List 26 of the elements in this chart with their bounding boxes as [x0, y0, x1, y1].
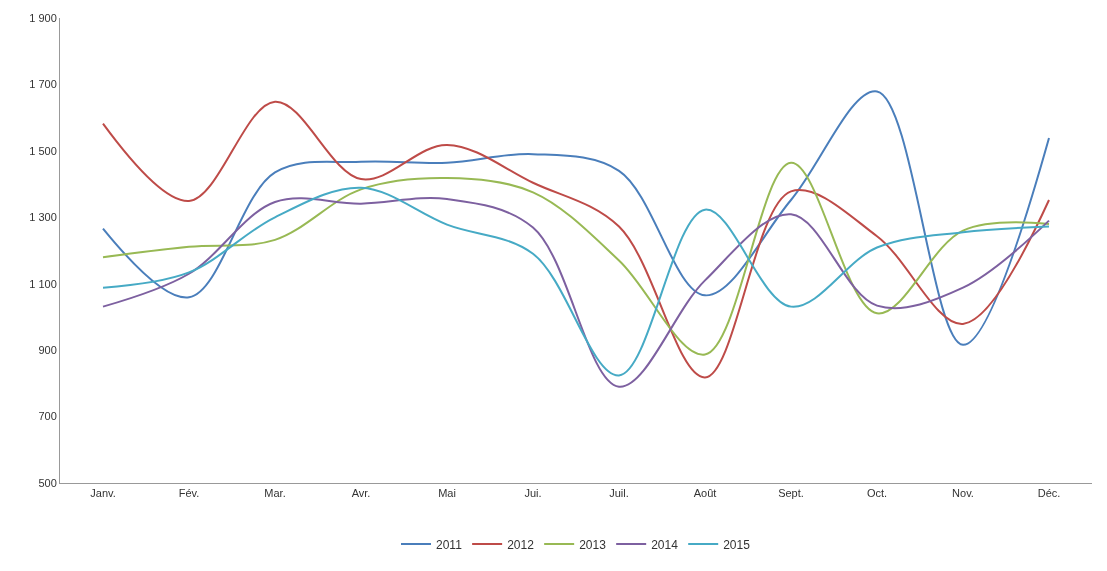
x-tick-label: Avr. — [351, 487, 371, 500]
x-tick-label: Nov. — [952, 487, 974, 500]
y-tick-label: 1 500 — [29, 144, 57, 157]
legend-label: 2011 — [436, 537, 463, 552]
legend-label: 2012 — [507, 537, 535, 552]
y-tick-label: 1 700 — [29, 78, 57, 91]
x-tick-label: Janv. — [90, 487, 116, 500]
x-tick-label: Jui. — [524, 487, 542, 500]
x-tick-label: Oct. — [866, 487, 888, 500]
legend-label: 2014 — [651, 537, 679, 552]
y-tick-label: 700 — [38, 410, 57, 423]
y-tick-label: 500 — [38, 476, 57, 489]
legend-label: 2013 — [579, 537, 607, 552]
line-series — [102, 161, 1050, 356]
x-tick-label: Déc. — [1037, 487, 1061, 500]
x-tick-label: Sept. — [778, 487, 804, 500]
x-tick-label: Mai — [438, 487, 456, 500]
y-tick-label: 1 100 — [29, 277, 57, 290]
x-tick-label: Fév. — [178, 487, 200, 500]
x-tick-label: Juil. — [609, 487, 629, 500]
y-tick-label: 900 — [38, 343, 57, 356]
y-tick-label: 1 300 — [29, 211, 57, 224]
legend-label: 2015 — [723, 537, 751, 552]
y-tick-label: 1 900 — [29, 11, 57, 24]
x-tick-label: Mar. — [264, 487, 286, 500]
x-tick-label: Août — [693, 487, 717, 500]
